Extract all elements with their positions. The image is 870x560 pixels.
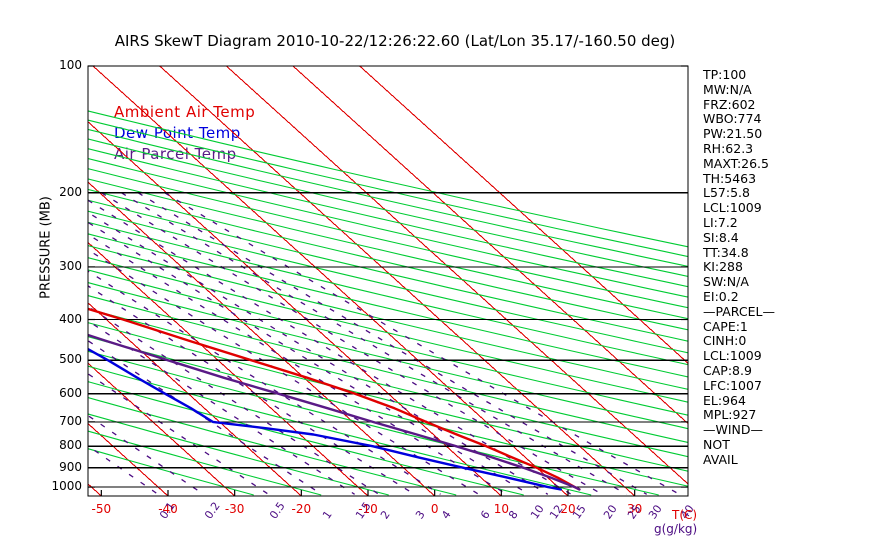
sounding-index-row: MAXT:26.5 <box>703 155 769 171</box>
bottom-temp-tick--30: -30 <box>224 502 245 516</box>
pressure-tick-900: 900 <box>59 459 82 474</box>
bottom-temp-tick-10: 10 <box>493 502 509 516</box>
pressure-tick-300: 300 <box>59 258 82 273</box>
pressure-tick-800: 800 <box>59 438 82 453</box>
bottom-temp-tick--10: -10 <box>358 502 378 516</box>
pressure-tick-700: 700 <box>59 413 82 428</box>
mixing-ratio-tick-1: 1 <box>320 508 336 522</box>
sounding-index-row: TH:5463 <box>703 170 757 186</box>
sounding-index-row: MPL:927 <box>703 407 757 423</box>
pressure-tick-400: 400 <box>59 311 82 326</box>
legend-air-parcel-temp: Air Parcel Temp <box>114 145 237 163</box>
pressure-tick-600: 600 <box>59 385 82 400</box>
sounding-index-row: RH:62.3 <box>703 140 754 156</box>
pressure-tick-200: 200 <box>59 184 82 199</box>
sounding-index-row: SW:N/A <box>703 274 749 290</box>
sounding-index-row: —WIND— <box>703 422 764 438</box>
sounding-index-row: AVAIL <box>703 451 738 467</box>
sounding-index-row: —PARCEL— <box>703 303 775 319</box>
sounding-index-row: LCL:1009 <box>703 348 762 364</box>
sounding-index-row: LCL:1009 <box>703 200 762 216</box>
sounding-index-row: SI:8.4 <box>703 229 739 245</box>
bottom-temp-tick-20: 20 <box>560 502 576 516</box>
sounding-index-row: L57:5.8 <box>703 185 750 201</box>
sounding-index-row: WBO:774 <box>703 111 762 127</box>
sounding-index-row: CINH:0 <box>703 333 747 349</box>
sounding-index-row: TP:100 <box>703 67 747 82</box>
legend-dew-point-temp: Dew Point Temp <box>114 124 241 142</box>
sounding-index-row: CAP:8.9 <box>703 362 752 378</box>
sounding-index-row: EL:964 <box>703 392 746 408</box>
bottom-temp-tick--50: -50 <box>91 502 112 516</box>
x-axis-mixing-ratio-unit-label: g(g/kg) <box>654 522 698 536</box>
sounding-index-row: MW:N/A <box>703 81 752 97</box>
sounding-index-row: TT:34.8 <box>703 244 749 260</box>
sounding-index-row: NOT <box>703 436 730 452</box>
sounding-index-row: LI:7.2 <box>703 214 738 230</box>
pressure-tick-1000: 1000 <box>51 479 82 494</box>
sounding-indices-panel: TP:100 MW:N/A FRZ:602 WBO:774 PW:21.50 RH:62.… <box>703 67 863 468</box>
mixing-ratio-tick-2: 2 <box>377 508 393 522</box>
sounding-index-row: FRZ:602 <box>703 96 756 112</box>
page-title: AIRS SkewT Diagram 2010-10-22/12:26:22.6… <box>114 32 676 50</box>
sounding-index-row: CAPE:1 <box>703 318 748 334</box>
pressure-tick-500: 500 <box>59 352 82 367</box>
x-axis-temp-unit-label: T(C) <box>672 508 698 522</box>
legend-ambient-air-temp: Ambient Air Temp <box>114 103 256 121</box>
sounding-index-row: KI:288 <box>703 259 743 275</box>
sounding-index-row: EI:0.2 <box>703 288 739 304</box>
bottom-temp-tick--20: -20 <box>291 502 312 516</box>
bottom-temp-tick--40: -40 <box>158 502 178 516</box>
bottom-temp-tick-0: 0 <box>430 502 439 516</box>
sounding-index-row: LFC:1007 <box>703 377 762 393</box>
pressure-tick-100: 100 <box>59 58 82 72</box>
mixing-ratio-tick-10: 10 <box>528 502 547 522</box>
bottom-temp-tick-30: 30 <box>627 502 643 516</box>
sounding-index-row: PW:21.50 <box>703 126 763 142</box>
